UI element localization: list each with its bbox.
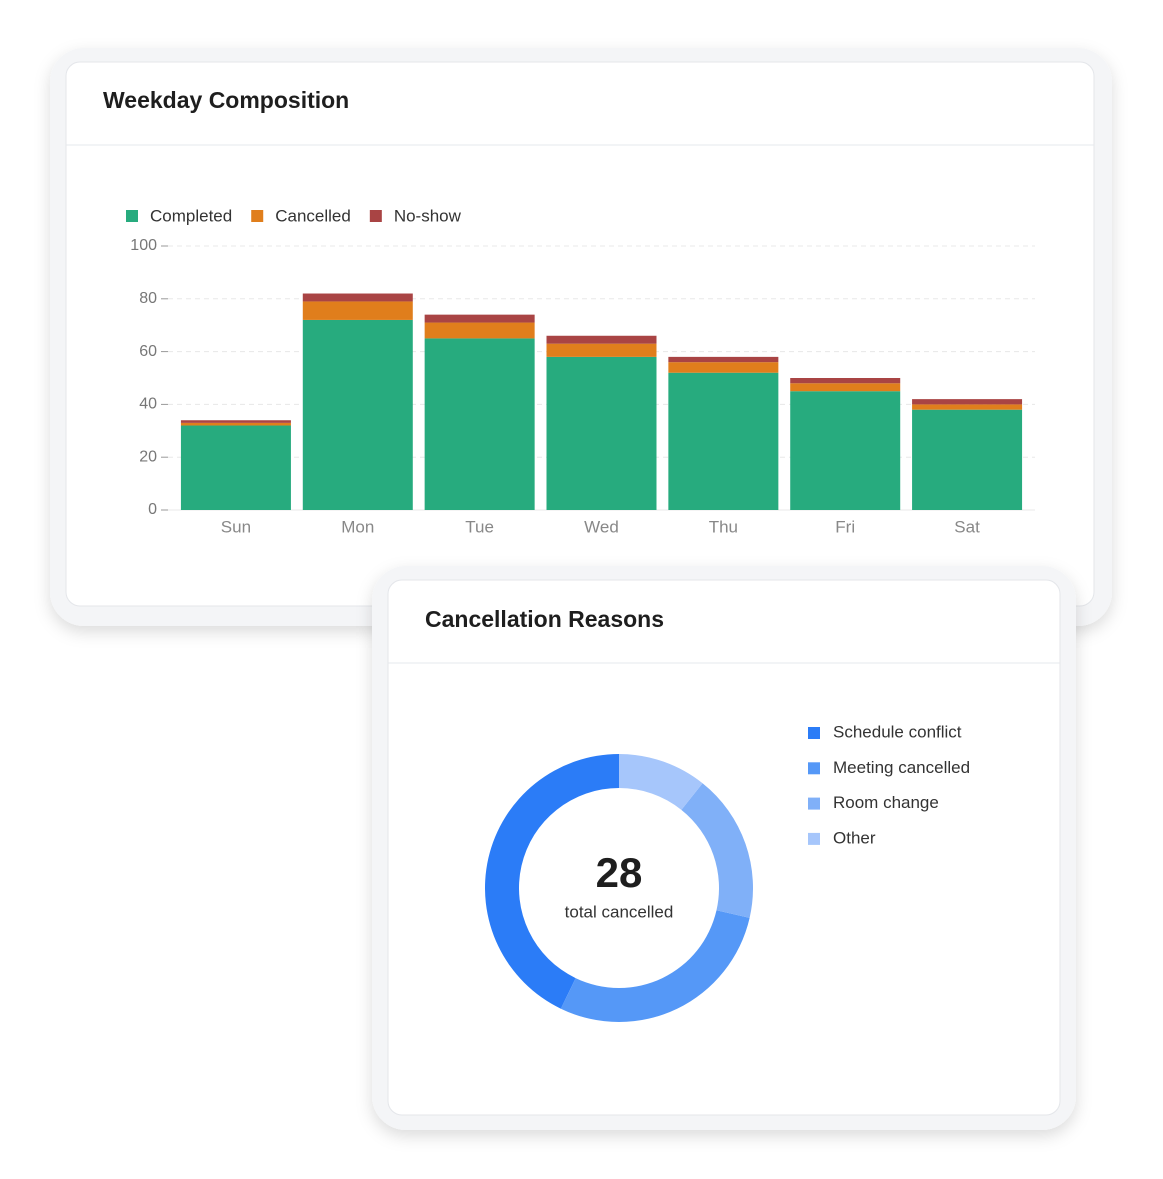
card-title: Weekday Composition: [103, 87, 349, 113]
legend-swatch: [251, 210, 264, 222]
bar-segment: [302, 319, 413, 510]
bar-segment: [180, 420, 291, 423]
donut-slice: [560, 910, 750, 1022]
y-tick-label: 0: [148, 501, 157, 518]
y-tick-label: 60: [139, 343, 157, 360]
bar-segment: [790, 391, 901, 510]
card-title: Cancellation Reasons: [425, 606, 664, 632]
bar-segment: [180, 425, 291, 510]
donut-slice: [681, 783, 753, 918]
legend-swatch: [808, 762, 820, 775]
bar-segment: [912, 409, 1023, 510]
bar-segment: [668, 356, 779, 363]
bar-segment: [302, 293, 413, 302]
x-tick-label: Fri: [835, 517, 855, 536]
x-tick-label: Thu: [709, 517, 738, 536]
bar-segment: [546, 356, 657, 510]
bar-segment: [424, 338, 535, 510]
x-tick-label: Wed: [584, 517, 619, 536]
legend-swatch: [808, 727, 820, 739]
legend-label: Schedule conflict: [833, 722, 962, 741]
donut-slice: [619, 754, 703, 810]
bar-segment: [790, 383, 901, 392]
y-tick-label: 100: [130, 237, 157, 254]
x-tick-label: Tue: [465, 517, 494, 536]
donut-slice: [484, 754, 619, 1009]
bar-segment: [302, 301, 413, 320]
legend-swatch: [369, 210, 382, 222]
legend-label: Meeting cancelled: [833, 758, 970, 777]
legend-label: Other: [833, 828, 876, 847]
legend-label: Cancelled: [275, 206, 351, 225]
bar-segment: [546, 343, 657, 357]
bar-segment: [790, 378, 901, 384]
x-tick-label: Sun: [221, 517, 251, 536]
bar-segment: [668, 362, 779, 373]
bar-segment: [180, 422, 291, 426]
legend-swatch: [126, 210, 138, 222]
bar-segment: [546, 335, 657, 344]
bar-segment: [424, 314, 535, 323]
bar-segment: [912, 404, 1023, 410]
donut-center-value: 28: [596, 849, 643, 896]
legend-swatch: [808, 832, 820, 845]
legend-swatch: [808, 797, 820, 810]
y-tick-label: 40: [139, 396, 157, 413]
bar-segment: [668, 372, 779, 510]
legend-label: Room change: [833, 793, 939, 812]
legend-label: No-show: [394, 206, 462, 225]
bar-segment: [912, 399, 1023, 405]
bar-segment: [424, 322, 535, 339]
x-tick-label: Sat: [954, 517, 980, 536]
y-tick-label: 20: [139, 448, 157, 465]
y-tick-label: 80: [139, 290, 157, 307]
donut-center-label: total cancelled: [565, 902, 674, 921]
legend-label: Completed: [150, 206, 232, 225]
x-tick-label: Mon: [341, 517, 374, 536]
